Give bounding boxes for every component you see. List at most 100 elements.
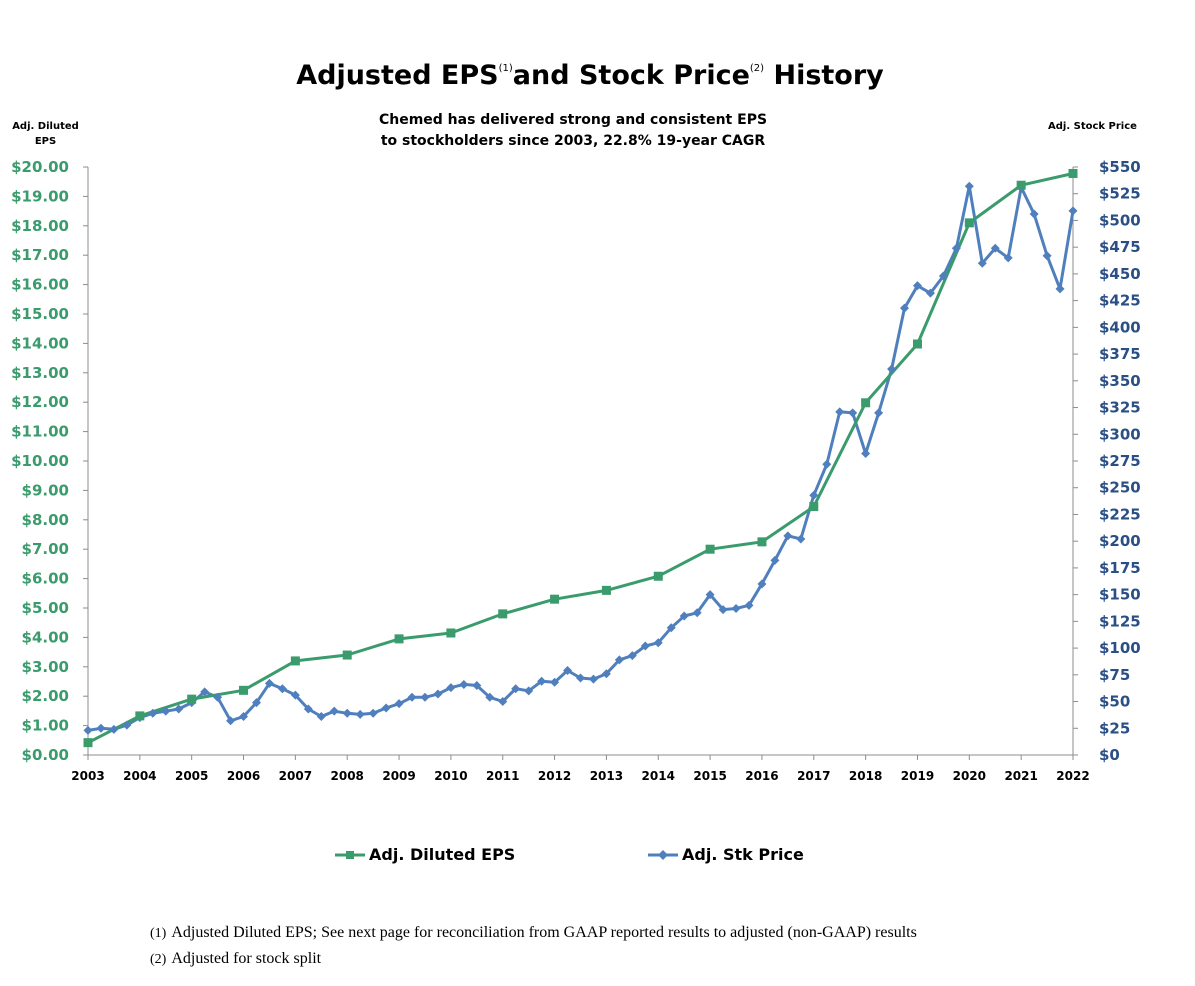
footnote-1: (1) Adjusted Diluted EPS; See next page f… bbox=[150, 920, 917, 946]
eps-point bbox=[135, 711, 145, 721]
price-series-line bbox=[87, 184, 1075, 732]
price-point bbox=[912, 281, 922, 291]
left-axis-tick-label: $2.00 bbox=[22, 687, 69, 705]
right-axis-tick-label: $450 bbox=[1099, 265, 1141, 283]
x-axis-tick-label: 2005 bbox=[175, 769, 208, 783]
price-point bbox=[1068, 206, 1078, 216]
price-point bbox=[342, 708, 352, 718]
right-axis-tick-label: $200 bbox=[1099, 532, 1141, 550]
footnotes: (1) Adjusted Diluted EPS; See next page f… bbox=[150, 920, 917, 972]
title-footnote-1: (1) bbox=[498, 63, 513, 74]
subtitle-line-2: to stockholders since 2003, 22.8% 19-yea… bbox=[380, 133, 766, 149]
eps-point bbox=[1068, 168, 1078, 178]
price-point bbox=[303, 704, 313, 714]
left-axis-tick-label: $13.00 bbox=[11, 364, 69, 382]
price-point bbox=[614, 655, 624, 665]
x-axis-tick-label: 2019 bbox=[901, 769, 934, 783]
price-point bbox=[640, 641, 650, 651]
price-point bbox=[796, 534, 806, 544]
price-point bbox=[226, 716, 236, 726]
legend-item-price: Adj. Stk Price bbox=[648, 845, 804, 864]
price-point bbox=[368, 708, 378, 718]
chart-plot: $0.00 $1.00 $2.00 $3.00 $4.00 $5.00 $6.00 $7.00… bbox=[11, 158, 1141, 783]
price-point bbox=[822, 459, 832, 469]
price-point bbox=[563, 666, 573, 676]
right-axis-tick-label: $500 bbox=[1099, 211, 1141, 229]
eps-point bbox=[498, 609, 508, 619]
price-point bbox=[925, 288, 935, 298]
right-axis-tick-label: $250 bbox=[1099, 479, 1141, 497]
right-axis-tick-label: $175 bbox=[1099, 559, 1141, 577]
right-axis-tick-label: $525 bbox=[1099, 185, 1141, 203]
price-point bbox=[977, 258, 987, 268]
x-axis-tick-label: 2016 bbox=[745, 769, 778, 783]
x-axis-tick-label: 2017 bbox=[797, 769, 830, 783]
eps-point bbox=[912, 339, 922, 349]
price-point bbox=[1029, 209, 1039, 219]
left-axis-title-line-2: EPS bbox=[34, 136, 57, 147]
price-point bbox=[485, 692, 495, 702]
eps-point bbox=[653, 571, 663, 581]
price-point bbox=[550, 677, 560, 687]
legend-item-eps: Adj. Diluted EPS bbox=[335, 845, 515, 864]
price-point bbox=[83, 725, 93, 735]
eps-series-line bbox=[87, 172, 1074, 745]
price-point bbox=[174, 704, 184, 714]
chart-subtitle: Chemed has delivered strong and consiste… bbox=[0, 110, 1146, 152]
price-point bbox=[848, 408, 858, 418]
price-point bbox=[329, 706, 339, 716]
eps-point bbox=[964, 218, 974, 228]
footnote-1-text: Adjusted Diluted EPS; See next page for … bbox=[171, 924, 917, 941]
x-axis-tick-label: 2006 bbox=[227, 769, 260, 783]
price-point bbox=[887, 364, 897, 374]
price-point bbox=[951, 243, 961, 253]
x-axis-tick-label: 2008 bbox=[331, 769, 364, 783]
right-axis-tick-label: $325 bbox=[1099, 399, 1141, 417]
price-point bbox=[627, 651, 637, 661]
price-point bbox=[524, 686, 534, 696]
price-point bbox=[718, 605, 728, 615]
right-axis-tick-label: $50 bbox=[1099, 693, 1130, 711]
price-point bbox=[264, 678, 274, 688]
left-axis-tick-label: $7.00 bbox=[22, 540, 69, 558]
legend-price-marker bbox=[648, 849, 678, 860]
footnote-2: (2) Adjusted for stock split bbox=[150, 946, 917, 972]
price-point bbox=[511, 684, 521, 694]
eps-point bbox=[394, 634, 404, 644]
eps-point bbox=[861, 398, 871, 408]
price-point bbox=[692, 608, 702, 618]
eps-point bbox=[446, 628, 456, 638]
price-point bbox=[679, 611, 689, 621]
left-axis-tick-label: $18.00 bbox=[11, 217, 69, 235]
price-point bbox=[420, 692, 430, 702]
price-point bbox=[990, 243, 1000, 253]
price-point bbox=[239, 712, 249, 722]
eps-point bbox=[1016, 180, 1026, 190]
price-point bbox=[809, 490, 819, 500]
price-point bbox=[251, 698, 261, 708]
price-point bbox=[200, 687, 210, 697]
price-point bbox=[900, 303, 910, 313]
left-axis-title: Adj. Diluted EPS bbox=[8, 119, 83, 149]
left-axis-tick-label: $11.00 bbox=[11, 423, 69, 441]
title-part2: and Stock Price bbox=[512, 60, 750, 91]
price-point bbox=[757, 579, 767, 589]
right-axis-tick-label: $400 bbox=[1099, 318, 1141, 336]
price-point bbox=[1003, 253, 1013, 263]
price-point bbox=[407, 692, 417, 702]
right-axis-tick-label: $225 bbox=[1099, 505, 1141, 523]
eps-point bbox=[705, 544, 715, 554]
price-point bbox=[601, 669, 611, 679]
x-axis-tick-label: 2015 bbox=[693, 769, 726, 783]
x-axis-tick-label: 2022 bbox=[1056, 769, 1089, 783]
price-point bbox=[355, 709, 365, 719]
price-point bbox=[783, 531, 793, 541]
price-point bbox=[459, 679, 469, 689]
right-axis-tick-label: $0 bbox=[1099, 746, 1120, 764]
left-axis-tick-label: $15.00 bbox=[11, 305, 69, 323]
title-part1: Adjusted EPS bbox=[296, 60, 499, 91]
price-point bbox=[938, 271, 948, 281]
price-point bbox=[1042, 251, 1052, 261]
right-axis-tick-label: $475 bbox=[1099, 238, 1141, 256]
left-axis-tick-label: $0.00 bbox=[22, 746, 69, 764]
